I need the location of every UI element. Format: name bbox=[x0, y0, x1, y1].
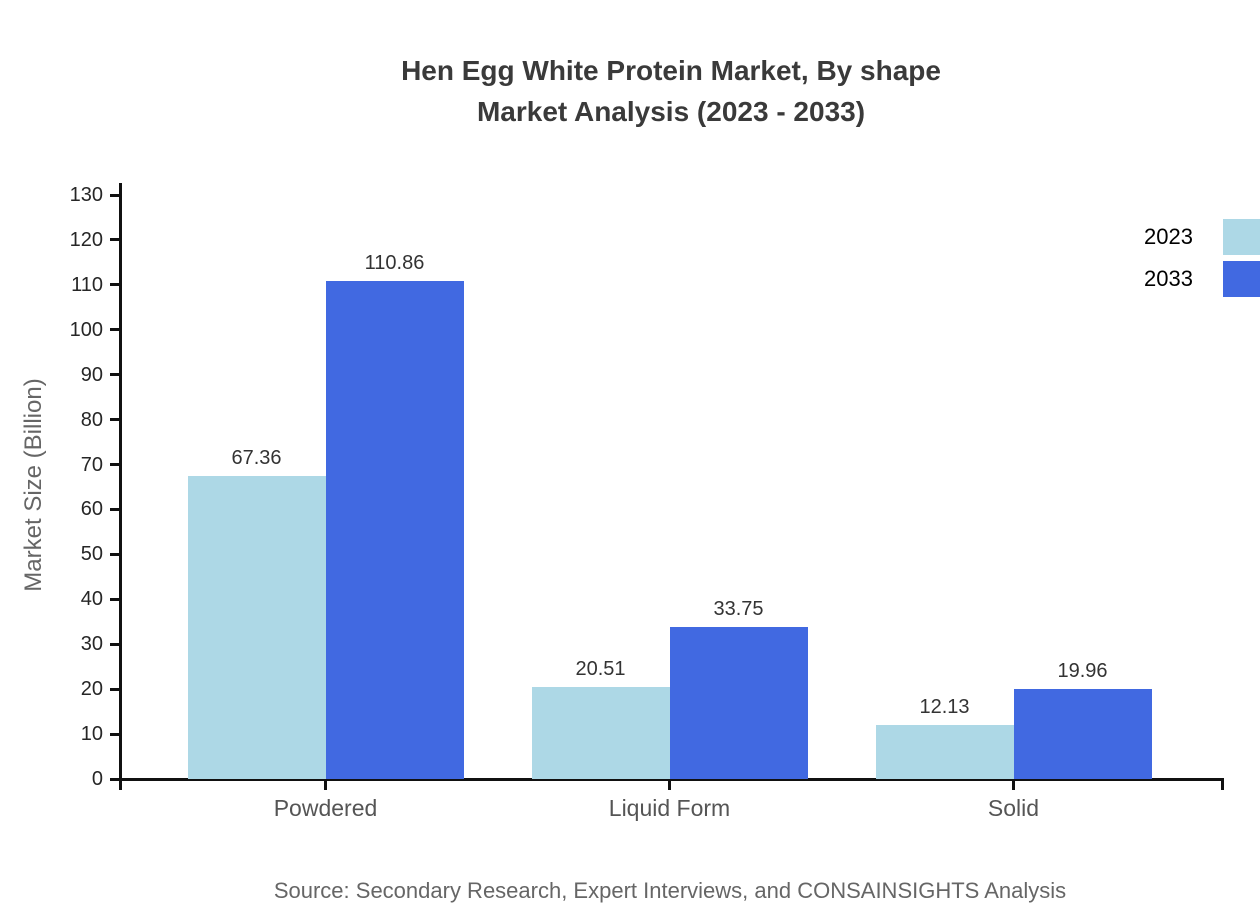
y-axis-tick-label: 50 bbox=[80, 543, 103, 566]
y-axis-tick bbox=[110, 777, 120, 781]
bar-2023-liquid-form bbox=[531, 686, 670, 779]
legend-item-2023: 2023 bbox=[1144, 219, 1260, 255]
y-axis-tick-label: 10 bbox=[80, 723, 103, 746]
y-axis-tick bbox=[110, 463, 120, 467]
y-axis-tick bbox=[110, 283, 120, 287]
y-axis-tick bbox=[110, 418, 120, 422]
y-axis-tick bbox=[110, 507, 120, 511]
source-note: Source: Secondary Research, Expert Inter… bbox=[273, 878, 1067, 903]
x-axis-tick bbox=[668, 780, 671, 790]
y-axis-tick bbox=[110, 193, 120, 197]
y-axis-tick-label: 40 bbox=[80, 588, 103, 611]
bar-2033-solid bbox=[1013, 689, 1152, 779]
x-axis-tick bbox=[324, 780, 327, 790]
y-axis-tick-label: 110 bbox=[71, 273, 103, 296]
bar-2023-powdered bbox=[187, 476, 326, 779]
y-axis-tick-label: 30 bbox=[80, 633, 103, 656]
y-axis-tick bbox=[110, 597, 120, 601]
bar-value-label: 67.36 bbox=[231, 447, 282, 470]
x-axis-line bbox=[118, 778, 1224, 781]
bar-value-label: 12.13 bbox=[919, 695, 970, 718]
x-axis-tick bbox=[1012, 780, 1015, 790]
y-axis-tick-label: 70 bbox=[80, 453, 103, 476]
bar-2023-solid bbox=[875, 724, 1014, 779]
legend-label-2033: 2033 bbox=[1144, 266, 1193, 291]
legend-swatch-2033 bbox=[1223, 261, 1260, 297]
y-axis-tick-label: 80 bbox=[80, 408, 103, 431]
y-axis-tick bbox=[110, 687, 120, 691]
x-axis-tick bbox=[118, 780, 122, 790]
bar-value-label: 110.86 bbox=[364, 251, 425, 274]
legend-label-2023: 2023 bbox=[1144, 224, 1193, 249]
y-axis-tick-label: 130 bbox=[69, 184, 103, 206]
y-axis-tick bbox=[110, 552, 120, 556]
y-axis-tick bbox=[110, 328, 120, 332]
bar-2033-powdered bbox=[325, 280, 464, 779]
legend-item-2033: 2033 bbox=[1144, 261, 1260, 297]
y-axis-tick bbox=[110, 373, 120, 377]
y-axis-tick bbox=[110, 732, 120, 736]
y-axis-line bbox=[119, 183, 122, 781]
y-axis-tick bbox=[110, 642, 120, 646]
y-axis-tick-label: 0 bbox=[91, 768, 103, 790]
bar-value-label: 20.51 bbox=[575, 657, 626, 680]
y-axis-tick-label: 100 bbox=[69, 318, 103, 341]
category-label-powdered: Powdered bbox=[273, 795, 378, 821]
bar-value-label: 19.96 bbox=[1057, 660, 1108, 683]
chart-title-line1: Hen Egg White Protein Market, By shape bbox=[401, 55, 941, 86]
category-label-solid: Solid bbox=[987, 795, 1040, 821]
chart-title: Hen Egg White Protein Market, By shape M… bbox=[401, 50, 941, 132]
legend-swatch-2023 bbox=[1223, 219, 1260, 255]
category-label-liquid-form: Liquid Form bbox=[608, 795, 731, 821]
bar-2033-liquid-form bbox=[669, 627, 808, 779]
y-axis-tick-label: 90 bbox=[80, 363, 103, 386]
bar-value-label: 33.75 bbox=[713, 598, 764, 621]
y-axis-tick bbox=[110, 238, 120, 242]
chart-title-line2: Market Analysis (2023 - 2033) bbox=[476, 96, 866, 127]
y-axis-tick-label: 120 bbox=[69, 228, 103, 251]
x-axis-tick bbox=[1220, 780, 1224, 790]
y-axis-tick-label: 20 bbox=[80, 678, 103, 701]
y-axis-tick-label: 60 bbox=[80, 498, 103, 521]
